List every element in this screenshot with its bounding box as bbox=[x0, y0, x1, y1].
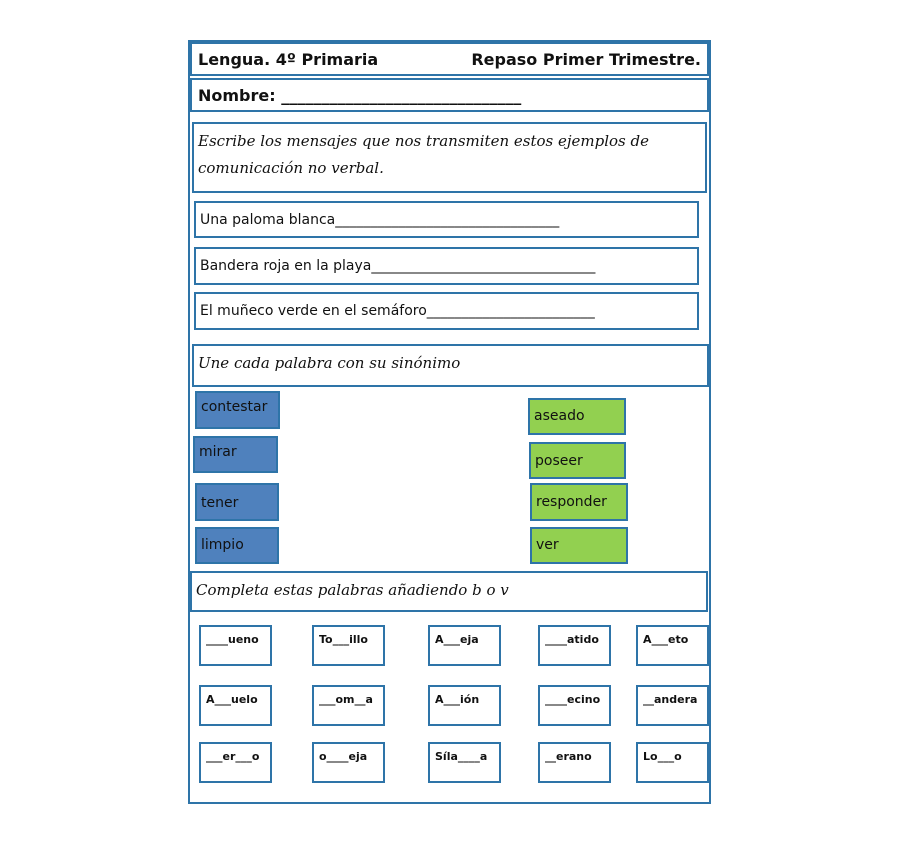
instruction-1: Escribe los mensajes que nos transmiten … bbox=[192, 122, 707, 193]
word-completion-box[interactable]: ____ueno bbox=[199, 625, 272, 666]
answer-line[interactable]: Una paloma blanca_______________________… bbox=[194, 201, 699, 238]
word-completion-box[interactable]: __erano bbox=[538, 742, 611, 783]
word-completion-box[interactable]: ____atido bbox=[538, 625, 611, 666]
word-completion-box[interactable]: Lo___o bbox=[636, 742, 709, 783]
answer-line[interactable]: Bandera roja en la playa________________… bbox=[194, 247, 699, 285]
word-left[interactable]: tener bbox=[195, 483, 279, 521]
word-completion-box[interactable]: A___eja bbox=[428, 625, 501, 666]
word-right[interactable]: poseer bbox=[529, 442, 626, 479]
word-completion-box[interactable]: A___uelo bbox=[199, 685, 272, 726]
word-completion-box[interactable]: A___eto bbox=[636, 625, 709, 666]
word-left[interactable]: limpio bbox=[195, 527, 279, 564]
word-completion-box[interactable]: o____eja bbox=[312, 742, 385, 783]
word-right[interactable]: aseado bbox=[528, 398, 626, 435]
word-completion-box[interactable]: A___ión bbox=[428, 685, 501, 726]
subject-title: Lengua. 4º Primaria bbox=[198, 49, 379, 69]
review-title: Repaso Primer Trimestre. bbox=[471, 49, 701, 69]
word-left[interactable]: mirar bbox=[193, 436, 278, 473]
word-completion-box[interactable]: ___er___o bbox=[199, 742, 272, 783]
word-completion-box[interactable]: ___om__a bbox=[312, 685, 385, 726]
word-completion-box[interactable]: Síla____a bbox=[428, 742, 501, 783]
answer-line[interactable]: El muñeco verde en el semáforo__________… bbox=[194, 292, 699, 330]
word-completion-box[interactable]: To___illo bbox=[312, 625, 385, 666]
word-completion-box[interactable]: ____ecino bbox=[538, 685, 611, 726]
instruction-3: Completa estas palabras añadiendo b o v bbox=[190, 571, 708, 612]
word-right[interactable]: ver bbox=[530, 527, 628, 564]
word-completion-box[interactable]: __andera bbox=[636, 685, 709, 726]
word-right[interactable]: responder bbox=[530, 483, 628, 521]
word-left[interactable]: contestar bbox=[195, 391, 280, 429]
name-label: Nombre: ______________________________ bbox=[198, 85, 522, 105]
header: Lengua. 4º Primaria Repaso Primer Trimes… bbox=[190, 42, 709, 76]
instruction-2: Une cada palabra con su sinónimo bbox=[192, 344, 709, 387]
name-field[interactable]: Nombre: ______________________________ bbox=[190, 78, 709, 112]
worksheet-frame bbox=[188, 40, 711, 804]
